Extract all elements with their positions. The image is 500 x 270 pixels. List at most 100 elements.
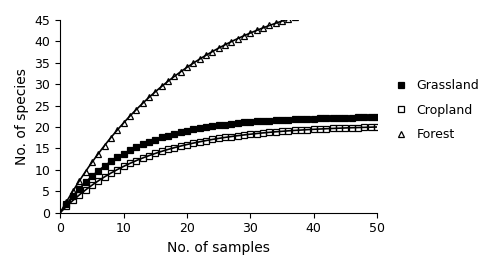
Grassland [165, 134, 171, 137]
Cropland [324, 127, 330, 130]
Cropland [362, 126, 368, 129]
Grassland [82, 181, 88, 184]
Forest [64, 200, 70, 203]
Cropland [108, 171, 114, 175]
Forest [292, 15, 298, 19]
Y-axis label: No. of species: No. of species [15, 68, 29, 165]
Grassland [70, 194, 76, 198]
Forest [146, 96, 152, 99]
Cropland [190, 141, 196, 145]
Forest [286, 17, 292, 21]
Forest [210, 50, 216, 53]
Cropland [89, 184, 95, 187]
Cropland [196, 140, 202, 143]
Cropland [317, 127, 323, 131]
Forest [336, 4, 342, 7]
Cropland [64, 205, 70, 208]
Grassland [310, 117, 316, 120]
Grassland [222, 123, 228, 126]
Cropland [241, 133, 247, 137]
Cropland [254, 132, 260, 135]
Forest [234, 37, 240, 40]
Grassland [76, 187, 82, 190]
Cropland [342, 126, 348, 130]
Grassland [140, 143, 145, 146]
Forest [140, 102, 145, 105]
Legend: Grassland, Cropland, Forest: Grassland, Cropland, Forest [386, 75, 484, 146]
Forest [120, 121, 126, 124]
Grassland [317, 117, 323, 120]
Grassland [254, 120, 260, 123]
Cropland [330, 127, 336, 130]
Cropland [272, 130, 278, 133]
Grassland [114, 156, 120, 159]
Cropland [222, 136, 228, 139]
Cropland [292, 129, 298, 132]
Cropland [133, 159, 139, 162]
Grassland [146, 140, 152, 143]
Forest [165, 80, 171, 83]
Cropland [355, 126, 361, 129]
X-axis label: No. of samples: No. of samples [167, 241, 270, 255]
Forest [279, 19, 285, 23]
Forest [362, 0, 368, 2]
Grassland [133, 146, 139, 149]
Forest [310, 10, 316, 13]
Forest [190, 62, 196, 65]
Forest [260, 26, 266, 29]
Cropland [184, 143, 190, 146]
Forest [152, 90, 158, 93]
Forest [70, 190, 76, 193]
Forest [203, 54, 209, 57]
Grassland [279, 118, 285, 122]
Forest [82, 170, 88, 173]
Forest [216, 46, 222, 50]
Grassland [362, 116, 368, 119]
Cropland [286, 129, 292, 133]
Forest [178, 70, 184, 73]
Forest [304, 12, 310, 15]
Cropland [248, 133, 254, 136]
Grassland [330, 116, 336, 120]
Cropland [95, 179, 101, 183]
Grassland [266, 119, 272, 122]
Cropland [304, 128, 310, 131]
Line: Grassland: Grassland [64, 114, 380, 207]
Forest [330, 5, 336, 9]
Cropland [102, 175, 107, 178]
Cropland [368, 126, 374, 129]
Grassland [127, 148, 133, 152]
Forest [76, 180, 82, 183]
Cropland [310, 128, 316, 131]
Grassland [178, 131, 184, 134]
Cropland [336, 127, 342, 130]
Grassland [216, 124, 222, 127]
Forest [241, 34, 247, 37]
Forest [184, 66, 190, 69]
Grassland [196, 127, 202, 130]
Forest [228, 40, 234, 43]
Grassland [368, 116, 374, 119]
Cropland [172, 146, 177, 149]
Cropland [178, 144, 184, 148]
Grassland [158, 136, 164, 139]
Line: Cropland: Cropland [64, 124, 380, 209]
Grassland [241, 121, 247, 124]
Forest [355, 0, 361, 4]
Cropland [146, 154, 152, 157]
Cropland [279, 130, 285, 133]
Cropland [127, 162, 133, 165]
Grassland [120, 152, 126, 155]
Cropland [266, 131, 272, 134]
Forest [248, 31, 254, 35]
Grassland [342, 116, 348, 119]
Cropland [152, 152, 158, 155]
Grassland [108, 160, 114, 163]
Forest [342, 3, 348, 6]
Grassland [349, 116, 355, 119]
Grassland [152, 138, 158, 141]
Grassland [286, 118, 292, 121]
Forest [127, 114, 133, 118]
Grassland [203, 126, 209, 129]
Forest [196, 58, 202, 61]
